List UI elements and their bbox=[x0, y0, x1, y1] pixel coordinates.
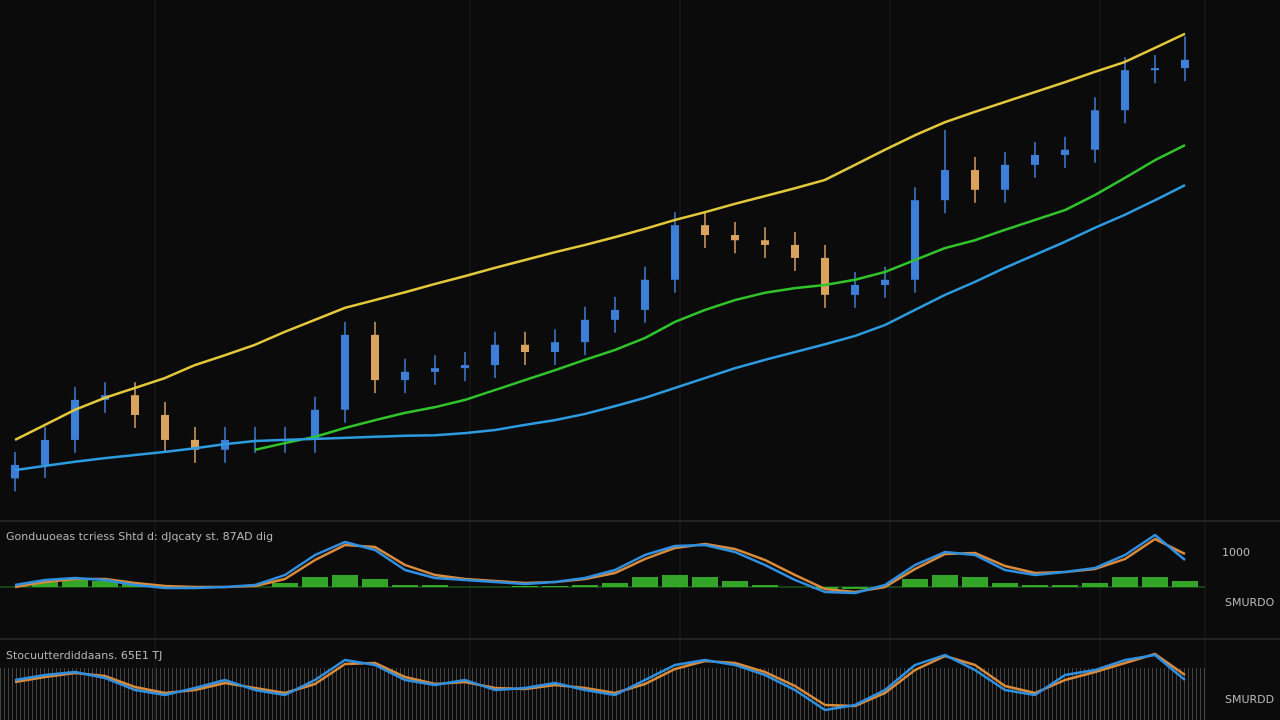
candle-body bbox=[371, 334, 379, 381]
candle-body bbox=[41, 439, 49, 465]
histogram-bar bbox=[602, 583, 628, 587]
histogram-bar bbox=[542, 586, 568, 587]
histogram-bar bbox=[422, 585, 448, 587]
candle-body bbox=[611, 309, 619, 320]
histogram-bar bbox=[272, 583, 298, 587]
series-line bbox=[254, 143, 1186, 452]
candle-body bbox=[941, 170, 949, 201]
panel-title: Stocuutterdiddaans. 65E1 TJ bbox=[6, 649, 162, 662]
histogram-bar bbox=[1112, 577, 1138, 587]
histogram-bar bbox=[92, 581, 118, 587]
candle-body bbox=[191, 439, 199, 450]
candle-body bbox=[881, 279, 889, 285]
panel-annotation: SMURDD bbox=[1225, 693, 1274, 706]
candle-body bbox=[581, 319, 589, 343]
candle-body bbox=[1181, 59, 1189, 69]
candle-body bbox=[131, 395, 139, 415]
histogram-bar bbox=[512, 586, 538, 587]
candle-body bbox=[341, 334, 349, 410]
candle-body bbox=[701, 225, 709, 236]
candle-body bbox=[491, 344, 499, 366]
candle-body bbox=[731, 235, 739, 241]
histogram-bar bbox=[32, 581, 58, 587]
candle-body bbox=[521, 344, 529, 353]
candle-body bbox=[71, 399, 79, 440]
histogram-bar bbox=[632, 577, 658, 587]
series-line bbox=[14, 652, 1186, 708]
candle-body bbox=[161, 414, 169, 440]
panel-title: Gonduuoeas tcriess Shtd d: dJqcaty st. 8… bbox=[6, 530, 273, 543]
histogram-bar bbox=[362, 579, 388, 587]
histogram-bar bbox=[1172, 581, 1198, 587]
candle-body bbox=[911, 200, 919, 280]
candle-body bbox=[401, 371, 409, 381]
histogram-bar bbox=[302, 577, 328, 587]
series-line bbox=[14, 32, 1186, 442]
candle-body bbox=[1151, 68, 1159, 71]
histogram-bar bbox=[752, 585, 778, 587]
histogram-bar bbox=[392, 585, 418, 587]
panel-annotation: 1000 bbox=[1222, 546, 1250, 559]
candle-body bbox=[1091, 110, 1099, 150]
histogram-bar bbox=[692, 577, 718, 587]
candle-body bbox=[791, 244, 799, 258]
candle-body bbox=[311, 409, 319, 440]
candle-body bbox=[1001, 164, 1009, 190]
candle-body bbox=[551, 342, 559, 353]
histogram-bar bbox=[62, 579, 88, 587]
candle-body bbox=[1061, 149, 1069, 155]
candle-body bbox=[461, 365, 469, 369]
histogram-bar bbox=[1142, 577, 1168, 587]
histogram-bar bbox=[572, 585, 598, 587]
vertical-grid bbox=[154, 0, 1206, 720]
histogram-bar bbox=[722, 581, 748, 587]
histogram-bar bbox=[1082, 583, 1108, 587]
candle-body bbox=[671, 225, 679, 280]
histogram-bar bbox=[332, 575, 358, 587]
candle-body bbox=[1031, 154, 1039, 165]
candle-body bbox=[971, 170, 979, 190]
panel-annotation: SMURDO bbox=[1225, 596, 1275, 609]
histogram-bar bbox=[662, 575, 688, 587]
candle-body bbox=[641, 279, 649, 310]
candle-body bbox=[851, 284, 859, 295]
series-line bbox=[14, 184, 1186, 472]
histogram-bar bbox=[842, 587, 868, 589]
histogram-bar bbox=[992, 583, 1018, 587]
histogram-bar bbox=[1022, 585, 1048, 587]
candle-body bbox=[761, 240, 769, 245]
candle-body bbox=[821, 257, 829, 295]
candle-body bbox=[431, 368, 439, 372]
series-line bbox=[14, 653, 1186, 712]
histogram-bar bbox=[932, 575, 958, 587]
candle-body bbox=[11, 464, 19, 479]
histogram-bar bbox=[962, 577, 988, 587]
histogram-bar bbox=[902, 579, 928, 587]
candle-body bbox=[1121, 70, 1129, 111]
histogram-bar bbox=[1052, 585, 1078, 587]
series-line bbox=[14, 533, 1186, 595]
